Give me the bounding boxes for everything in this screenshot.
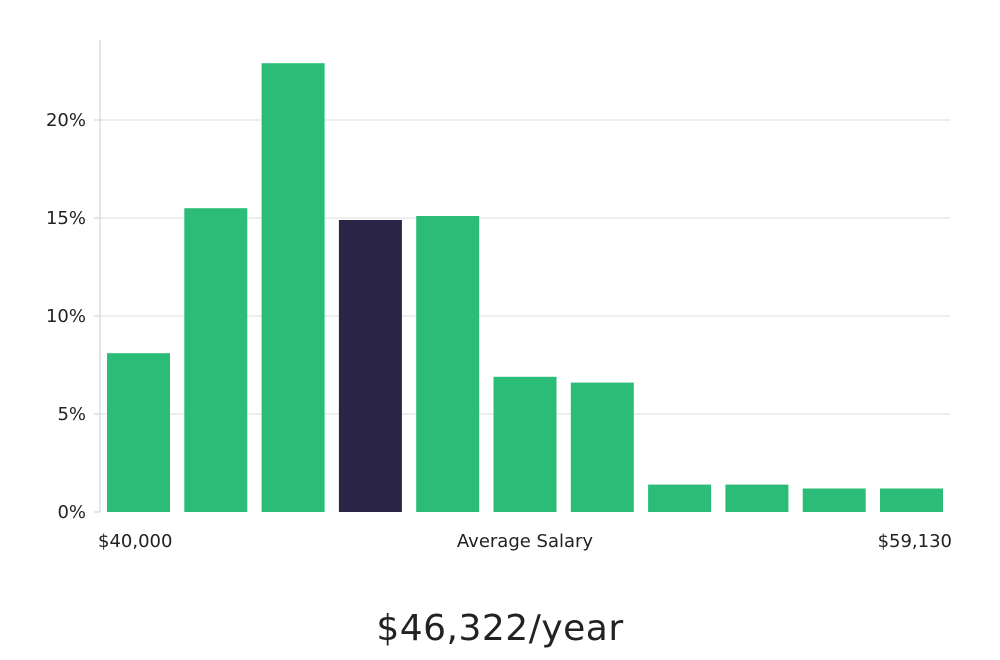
bar: [725, 484, 789, 512]
x-min-label: $40,000: [98, 531, 172, 552]
y-tick-labels: 0% 5% 10% 15% 20%: [46, 110, 100, 523]
bar: [880, 488, 943, 512]
y-tick-label: 10%: [46, 306, 86, 327]
bar: [493, 376, 557, 512]
bar-highlighted: [338, 220, 402, 512]
bar: [107, 353, 170, 512]
average-salary-value: $46,322/year: [376, 608, 624, 649]
bar: [416, 216, 480, 512]
bar: [261, 63, 325, 512]
x-axis-title: Average Salary: [457, 531, 594, 552]
y-tick-label: 5%: [57, 404, 86, 425]
bar: [184, 208, 248, 512]
y-tick-label: 15%: [46, 208, 86, 229]
bars: [107, 63, 943, 512]
bar: [570, 382, 634, 512]
salary-histogram: 0% 5% 10% 15% 20% $40,000 Average Salary $59…: [46, 40, 952, 552]
bar: [802, 488, 866, 512]
y-tick-label: 0%: [57, 502, 86, 523]
y-tick-label: 20%: [46, 110, 86, 131]
bar: [648, 484, 712, 512]
x-max-label: $59,130: [878, 531, 952, 552]
